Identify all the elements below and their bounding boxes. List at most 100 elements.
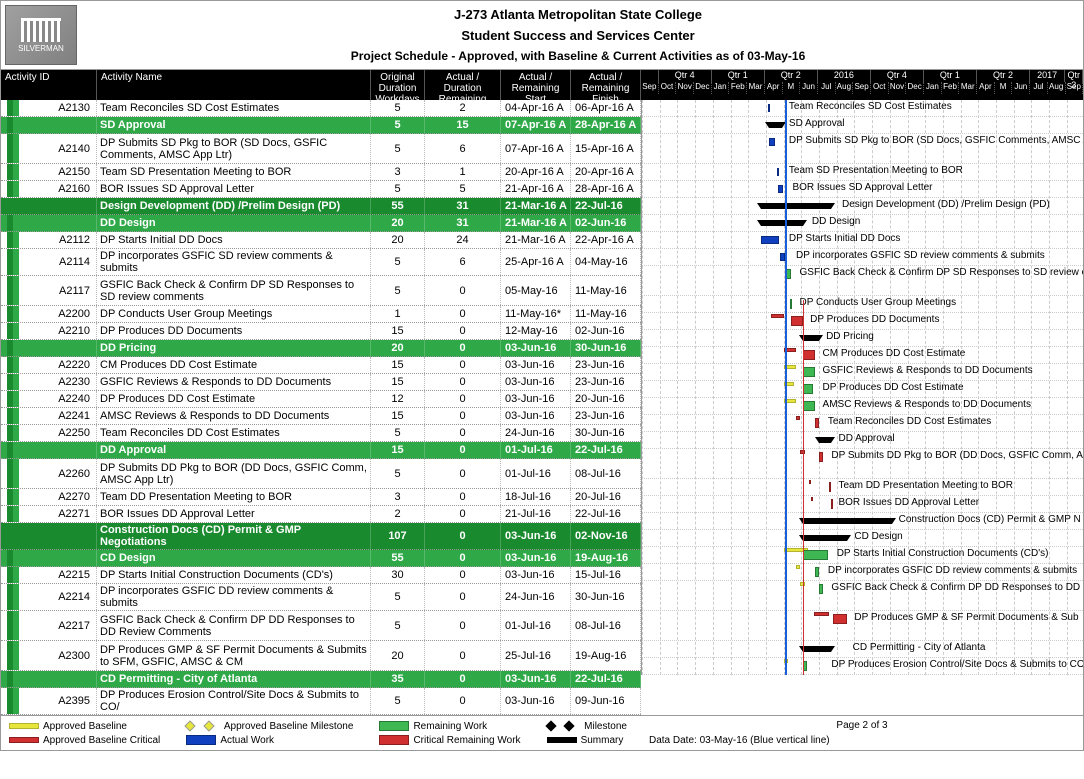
cell-as: 03-Jun-16 xyxy=(501,357,571,373)
cell-id xyxy=(13,550,97,566)
gantt-bar xyxy=(819,437,831,443)
cell-od: 15 xyxy=(371,442,425,458)
cell-af: 30-Jun-16 xyxy=(571,584,641,610)
cell-id: A2250 xyxy=(19,425,97,441)
cell-af: 11-May-16 xyxy=(571,276,641,305)
cell-ad: 6 xyxy=(425,249,501,275)
gantt-bar xyxy=(777,168,779,176)
cell-af: 02-Jun-16 xyxy=(571,323,641,339)
cell-as: 03-Jun-16 xyxy=(501,391,571,407)
gantt-row: Team DD Presentation Meeting to BOR xyxy=(642,479,1083,496)
gantt-label: DP Produces Erosion Control/Site Docs & … xyxy=(831,659,1083,670)
cell-as: 25-Apr-16 A xyxy=(501,249,571,275)
cell-name: CD Design xyxy=(97,550,371,566)
cell-name: DP Starts Initial DD Docs xyxy=(97,232,371,248)
gantt-row: DP Submits DD Pkg to BOR (DD Docs, GSFIC… xyxy=(642,449,1083,479)
col-actual-start: Actual / Remaining Start xyxy=(501,70,571,100)
cell-id: A2117 xyxy=(19,276,97,305)
table-row: A2271 BOR Issues DD Approval Letter 2 0 … xyxy=(1,506,641,523)
table-row: Construction Docs (CD) Permit & GMP Nego… xyxy=(1,523,641,550)
cell-od: 30 xyxy=(371,567,425,583)
cell-od: 2 xyxy=(371,506,425,522)
col-actual-finish: Actual / Remaining Finish xyxy=(571,70,641,100)
cell-od: 55 xyxy=(371,198,425,214)
gantt-bar xyxy=(815,567,819,577)
cell-ad: 1 xyxy=(425,164,501,180)
gantt-label: Construction Docs (CD) Permit & GMP N xyxy=(899,514,1081,525)
gantt-label: DD Design xyxy=(812,216,860,227)
cell-id: A2241 xyxy=(19,408,97,424)
gantt-row: SD Approval xyxy=(642,117,1083,134)
cell-as: 21-Mar-16 A xyxy=(501,215,571,231)
cell-af: 28-Apr-16 A xyxy=(571,117,641,133)
gantt-bar xyxy=(809,480,811,484)
cell-as: 03-Jun-16 xyxy=(501,340,571,356)
gantt-row: DP Submits SD Pkg to BOR (SD Docs, GSFIC… xyxy=(642,134,1083,164)
table-row: A2250 Team Reconciles DD Cost Estimates … xyxy=(1,425,641,442)
table-row: A2150 Team SD Presentation Meeting to BO… xyxy=(1,164,641,181)
table-row: A2260 DP Submits DD Pkg to BOR (DD Docs,… xyxy=(1,459,641,489)
cell-as: 03-Jun-16 xyxy=(501,550,571,566)
cell-od: 5 xyxy=(371,459,425,488)
cell-as: 07-Apr-16 A xyxy=(501,117,571,133)
cell-od: 107 xyxy=(371,523,425,549)
cell-id: A2114 xyxy=(19,249,97,275)
cell-id: A2230 xyxy=(19,374,97,390)
cell-ad: 0 xyxy=(425,550,501,566)
cell-as: 07-Apr-16 A xyxy=(501,134,571,163)
cell-af: 19-Aug-16 xyxy=(571,641,641,670)
cell-id xyxy=(13,442,97,458)
cell-as: 21-Jul-16 xyxy=(501,506,571,522)
cell-name: DP Produces DD Cost Estimate xyxy=(97,391,371,407)
gantt-row: CD Permitting - City of Atlanta xyxy=(642,641,1083,658)
cell-ad: 0 xyxy=(425,391,501,407)
cell-as: 03-Jun-16 xyxy=(501,523,571,549)
gantt-label: GSFIC Back Check & Confirm DP DD Respons… xyxy=(831,582,1083,593)
gantt-bar xyxy=(796,565,800,569)
cell-od: 5 xyxy=(371,425,425,441)
gantt-row: DD Design xyxy=(642,215,1083,232)
project-subtitle: Student Success and Services Center xyxy=(77,28,1079,43)
cell-ad: 6 xyxy=(425,134,501,163)
gantt-row: CD Design xyxy=(642,530,1083,547)
gantt-label: DD Approval xyxy=(838,433,894,444)
cell-ad: 0 xyxy=(425,425,501,441)
gantt-label: Team Reconciles DD Cost Estimates xyxy=(828,416,991,427)
table-row: A2230 GSFIC Reviews & Responds to DD Doc… xyxy=(1,374,641,391)
gantt-row: DP Starts Initial DD Docs xyxy=(642,232,1083,249)
cell-name: Team Reconciles SD Cost Estimates xyxy=(97,100,371,116)
table-row: A2217 GSFIC Back Check & Confirm DP DD R… xyxy=(1,611,641,641)
cell-as: 25-Jul-16 xyxy=(501,641,571,670)
cell-name: Construction Docs (CD) Permit & GMP Nego… xyxy=(97,523,371,549)
cell-af: 15-Apr-16 A xyxy=(571,134,641,163)
table-row: DD Approval 15 0 01-Jul-16 22-Jul-16 xyxy=(1,442,641,459)
gantt-label: GSFIC Back Check & Confirm DP SD Respons… xyxy=(800,267,1083,278)
cell-od: 5 xyxy=(371,584,425,610)
footer-info: Page 2 of 3 Data Date: 03-May-16 (Blue v… xyxy=(641,716,1083,750)
gantt-label: BOR Issues SD Approval Letter xyxy=(792,182,932,193)
col-actual-duration: Actual / Duration Remaining Workdays xyxy=(425,70,501,100)
gantt-bar xyxy=(790,299,792,309)
cell-as: 20-Apr-16 A xyxy=(501,164,571,180)
gantt-bar xyxy=(829,482,831,492)
cell-name: DP Starts Initial Construction Documents… xyxy=(97,567,371,583)
gantt-bar xyxy=(803,401,815,411)
gantt-bar xyxy=(814,612,829,616)
gantt-label: DP Produces GMP & SF Permit Documents & … xyxy=(854,612,1078,623)
table-row: A2241 AMSC Reviews & Responds to DD Docu… xyxy=(1,408,641,425)
cell-id: A2130 xyxy=(19,100,97,116)
cell-as: 05-May-16 xyxy=(501,276,571,305)
table-row: A2240 DP Produces DD Cost Estimate 12 0 … xyxy=(1,391,641,408)
gantt-bar xyxy=(796,416,800,420)
gantt-bar xyxy=(761,236,780,244)
schedule-body: A2130 Team Reconciles SD Cost Estimates … xyxy=(1,100,1083,715)
gantt-bar xyxy=(791,316,803,326)
table-row: A2220 CM Produces DD Cost Estimate 15 0 … xyxy=(1,357,641,374)
table-row: DD Pricing 20 0 03-Jun-16 30-Jun-16 xyxy=(1,340,641,357)
gantt-label: CD Permitting - City of Atlanta xyxy=(853,642,986,653)
cell-od: 5 xyxy=(371,100,425,116)
table-row: A2160 BOR Issues SD Approval Letter 5 5 … xyxy=(1,181,641,198)
cell-ad: 31 xyxy=(425,198,501,214)
gantt-row: DP Conducts User Group Meetings xyxy=(642,296,1083,313)
cell-af: 30-Jun-16 xyxy=(571,425,641,441)
